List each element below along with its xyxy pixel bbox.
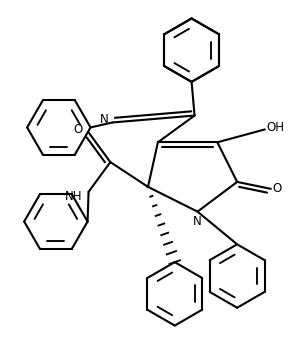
Text: O: O: [73, 123, 83, 136]
Text: N: N: [193, 214, 202, 228]
Text: N: N: [100, 113, 108, 126]
Text: OH: OH: [267, 121, 285, 134]
Text: NH: NH: [65, 190, 83, 203]
Text: O: O: [273, 183, 282, 195]
